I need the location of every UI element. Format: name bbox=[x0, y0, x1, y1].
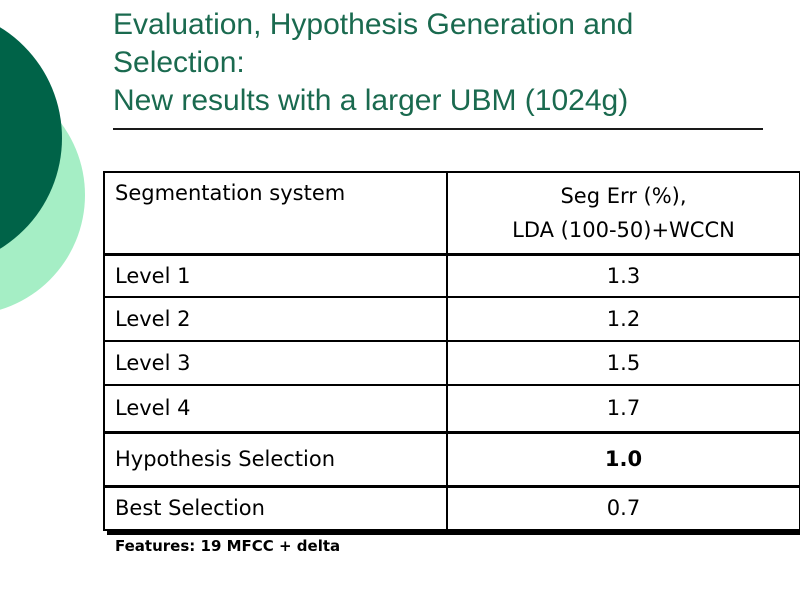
results-table-container: Segmentation system Seg Err (%), LDA (10… bbox=[103, 171, 800, 531]
features-note: Features: 19 MFCC + delta bbox=[115, 537, 341, 555]
table-header-row: Segmentation system Seg Err (%), LDA (10… bbox=[103, 171, 800, 256]
table-row-level-3: Level 3 1.5 bbox=[103, 340, 800, 386]
slide-title-line-3: New results with a larger UBM (1024g) bbox=[113, 84, 629, 117]
table-row-level-1: Level 1 1.3 bbox=[103, 253, 800, 298]
row-value: 0.7 bbox=[446, 485, 800, 531]
row-label: Level 4 bbox=[103, 384, 448, 433]
header-seg-err-line-1: Seg Err (%), bbox=[560, 184, 687, 208]
table-row-level-2: Level 2 1.2 bbox=[103, 296, 800, 342]
slide-title: Evaluation, Hypothesis Generation and Se… bbox=[113, 6, 783, 120]
header-segmentation-system: Segmentation system bbox=[103, 171, 448, 256]
header-seg-err-line-2: LDA (100-50)+WCCN bbox=[512, 218, 735, 242]
row-label: Hypothesis Selection bbox=[103, 430, 448, 488]
row-label: Level 1 bbox=[103, 253, 448, 298]
table-row-level-4: Level 4 1.7 bbox=[103, 384, 800, 433]
row-value: 1.7 bbox=[446, 384, 800, 433]
row-label: Level 2 bbox=[103, 296, 448, 342]
table-row-best-selection: Best Selection 0.7 bbox=[103, 485, 800, 531]
slide-title-line-1: Evaluation, Hypothesis Generation and bbox=[113, 8, 634, 41]
results-table: Segmentation system Seg Err (%), LDA (10… bbox=[103, 171, 800, 531]
row-label: Best Selection bbox=[103, 485, 448, 531]
slide-title-line-2: Selection: bbox=[113, 46, 245, 79]
row-label: Level 3 bbox=[103, 340, 448, 386]
row-value: 1.5 bbox=[446, 340, 800, 386]
row-value: 1.2 bbox=[446, 296, 800, 342]
title-underline bbox=[113, 128, 763, 130]
table-row-hypothesis-selection: Hypothesis Selection 1.0 bbox=[103, 430, 800, 488]
row-value: 1.3 bbox=[446, 253, 800, 298]
header-seg-err: Seg Err (%), LDA (100-50)+WCCN bbox=[446, 171, 800, 256]
row-value-best-result: 1.0 bbox=[446, 430, 800, 488]
